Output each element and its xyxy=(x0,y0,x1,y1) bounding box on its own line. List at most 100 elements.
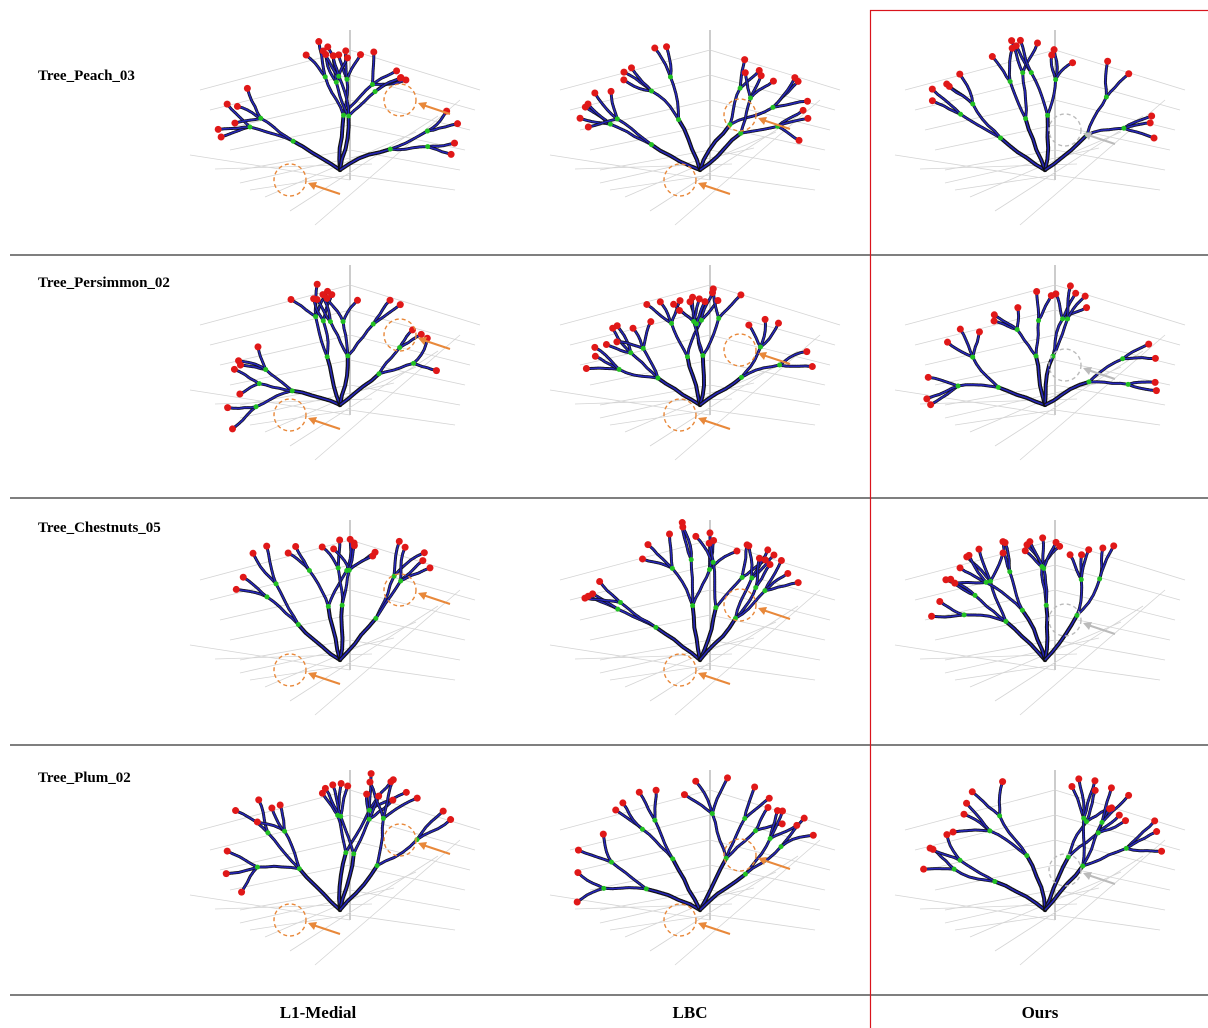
grid-line xyxy=(710,640,820,660)
junction-node xyxy=(1099,820,1104,825)
endpoint-node xyxy=(1053,539,1060,546)
junction-node xyxy=(628,350,633,355)
junction-node xyxy=(768,836,773,841)
junction-node xyxy=(958,858,963,863)
grid-line xyxy=(350,410,455,425)
grid-line xyxy=(575,654,732,659)
endpoint-node xyxy=(714,297,721,304)
junction-node xyxy=(740,575,745,580)
grid-line xyxy=(920,654,1077,659)
endpoint-node xyxy=(950,829,957,836)
endpoint-node xyxy=(1106,805,1113,812)
endpoint-node xyxy=(224,848,231,855)
endpoint-node xyxy=(240,574,247,581)
junction-node xyxy=(615,116,620,121)
endpoint-node xyxy=(375,793,382,800)
grid-line xyxy=(710,915,815,930)
endpoint-node xyxy=(800,107,807,114)
endpoint-node xyxy=(1085,546,1092,553)
endpoint-node xyxy=(758,72,765,79)
endpoint-node xyxy=(976,328,983,335)
endpoint-node xyxy=(745,542,752,549)
endpoint-node xyxy=(779,808,786,815)
endpoint-node xyxy=(393,67,400,74)
junction-node xyxy=(987,828,992,833)
junction-node xyxy=(608,122,613,127)
tree-panel xyxy=(190,770,480,965)
endpoint-node xyxy=(1148,113,1155,120)
junction-node xyxy=(640,827,645,832)
grid-line xyxy=(350,590,470,620)
endpoint-node xyxy=(363,791,370,798)
endpoint-node xyxy=(250,550,257,557)
tree-panel xyxy=(550,265,840,460)
endpoint-node xyxy=(366,779,373,786)
skeleton-branch xyxy=(1044,542,1056,568)
junction-node xyxy=(336,566,341,571)
junction-node xyxy=(265,830,270,835)
endpoint-node xyxy=(418,331,425,338)
junction-node xyxy=(1086,379,1091,384)
grid-line xyxy=(995,351,1143,446)
row-label: Tree_Chestnuts_05 xyxy=(38,520,161,536)
endpoint-node xyxy=(336,536,343,543)
junction-node xyxy=(972,593,977,598)
junction-node xyxy=(670,856,675,861)
skeleton-branch xyxy=(712,814,726,859)
endpoint-node xyxy=(677,297,684,304)
junction-node xyxy=(1036,318,1041,323)
junction-node xyxy=(375,863,380,868)
row-label: Tree_Peach_03 xyxy=(38,68,135,84)
endpoint-node xyxy=(657,298,664,305)
endpoint-node xyxy=(1026,538,1033,545)
junction-node xyxy=(1029,70,1034,75)
endpoint-node xyxy=(268,805,275,812)
endpoint-node xyxy=(692,533,699,540)
junction-node xyxy=(1008,79,1013,84)
grid-line xyxy=(290,116,438,211)
grid-line xyxy=(1055,410,1160,425)
grid-line xyxy=(200,540,350,580)
grid-line xyxy=(1055,50,1185,90)
grid-line xyxy=(350,125,465,150)
callout-circle xyxy=(664,904,696,936)
endpoint-node xyxy=(999,778,1006,785)
endpoint-node xyxy=(323,295,330,302)
endpoint-node xyxy=(1099,544,1106,551)
skeleton-branch xyxy=(1056,294,1063,319)
endpoint-node xyxy=(244,85,251,92)
endpoint-node xyxy=(795,579,802,586)
junction-node xyxy=(1060,316,1065,321)
junction-node xyxy=(258,116,263,121)
grid-line xyxy=(350,665,455,680)
skeleton-branch xyxy=(1106,74,1128,97)
junction-node xyxy=(367,817,372,822)
endpoint-node xyxy=(793,822,800,829)
junction-node xyxy=(743,872,748,877)
junction-node xyxy=(263,367,268,372)
endpoint-node xyxy=(1072,290,1079,297)
highlight-box xyxy=(871,11,1208,1028)
junction-node xyxy=(1007,569,1012,574)
junction-node xyxy=(956,384,961,389)
skeleton-branch xyxy=(726,819,745,859)
junction-node xyxy=(254,404,259,409)
endpoint-node xyxy=(1017,37,1024,44)
endpoint-node xyxy=(402,544,409,551)
junction-node xyxy=(997,813,1002,818)
grid-line xyxy=(1055,915,1160,930)
endpoint-node xyxy=(397,301,404,308)
junction-node xyxy=(1079,577,1084,582)
endpoint-node xyxy=(263,543,270,550)
endpoint-node xyxy=(447,816,454,823)
grid-line xyxy=(710,150,820,170)
endpoint-node xyxy=(710,285,717,292)
grid-line xyxy=(995,856,1143,951)
grid-line xyxy=(920,904,1077,909)
tree-panel xyxy=(895,770,1185,965)
endpoint-node xyxy=(1147,119,1154,126)
skeleton-branch xyxy=(924,869,955,870)
figure: Tree_Peach_03 Tree_Persimmon_02 Tree_Che… xyxy=(0,0,1208,1028)
endpoint-node xyxy=(653,787,660,794)
endpoint-node xyxy=(1153,828,1160,835)
